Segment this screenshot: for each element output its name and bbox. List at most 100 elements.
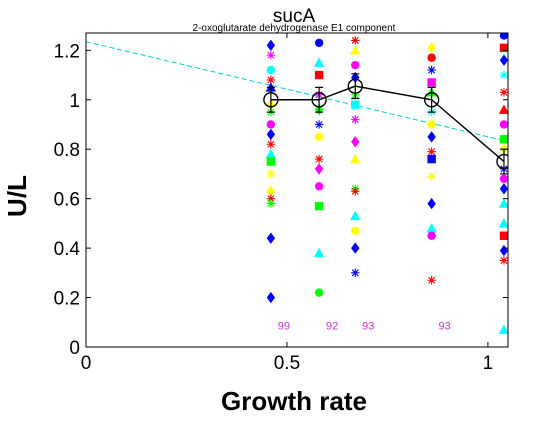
scatter-point-31 xyxy=(351,36,360,45)
scatter-point-59 xyxy=(427,231,436,240)
scatter-point-37 xyxy=(351,115,360,124)
scatter-point-77 xyxy=(499,256,508,265)
mean-error-bar-4 xyxy=(499,148,508,175)
scatter-point-18 xyxy=(314,38,324,48)
y-tick-label-1: 0.2 xyxy=(54,289,80,310)
count-label-0: 99 xyxy=(278,321,290,333)
scatter-point-72 xyxy=(499,183,508,195)
mean-point-0 xyxy=(263,92,279,108)
scatter-point-66 xyxy=(498,104,508,114)
scatter-point-41 xyxy=(351,187,360,196)
scatter-point-44 xyxy=(351,242,360,254)
x-tick-label-1: 0.5 xyxy=(274,353,300,374)
scatter-point-76 xyxy=(499,244,508,257)
scatter-point-3 xyxy=(266,75,276,85)
fit-line xyxy=(86,41,505,142)
y-tick-label-3: 0.6 xyxy=(54,190,80,211)
scatter-point-14 xyxy=(266,194,276,203)
mean-line xyxy=(270,85,505,163)
scatter-point-55 xyxy=(427,154,436,164)
scatter-point-65 xyxy=(499,88,508,97)
count-label-4: 68 xyxy=(511,321,523,333)
scatter-point-57 xyxy=(427,197,436,210)
scatter-point-45 xyxy=(351,268,360,278)
mean-point-1 xyxy=(311,92,327,108)
scatter-point-48 xyxy=(427,65,436,75)
mean-error-bar-3 xyxy=(427,86,436,113)
mean-point-4 xyxy=(496,153,508,170)
scatter-point-54 xyxy=(427,147,436,156)
scatter-point-7 xyxy=(266,120,276,129)
count-label-1: 92 xyxy=(326,321,338,333)
scatter-point-30 xyxy=(314,288,324,297)
scatter-point-42 xyxy=(350,210,361,221)
scatter-point-33 xyxy=(351,60,360,70)
scatter-point-0 xyxy=(266,39,276,52)
scatter-point-47 xyxy=(427,53,436,62)
scatter-point-11 xyxy=(266,157,276,166)
scatter-point-25 xyxy=(314,154,324,164)
plot-frame xyxy=(85,32,509,348)
scatter-point-32 xyxy=(350,45,361,55)
scatter-point-63 xyxy=(499,54,508,66)
scatter-point-20 xyxy=(314,70,324,80)
scatter-point-64 xyxy=(499,70,508,80)
mean-error-bar-1 xyxy=(315,86,324,113)
scatter-point-67 xyxy=(499,120,508,129)
y-tick-label-4: 0.8 xyxy=(54,140,80,161)
count-label-3: 93 xyxy=(439,321,451,333)
scatter-point-78 xyxy=(498,324,508,334)
scatter-point-38 xyxy=(351,136,360,148)
scatter-point-19 xyxy=(313,57,325,67)
plot-layer: 99 92 93 93 68 xyxy=(86,33,523,334)
scatter-point-13 xyxy=(266,185,276,197)
scatter-point-8 xyxy=(266,128,276,141)
scatter-point-53 xyxy=(427,131,436,143)
y-tick-label-6: 1.2 xyxy=(54,41,80,62)
count-label-2: 93 xyxy=(362,321,374,333)
x-tick-label-2: 1 xyxy=(483,353,494,374)
scatter-point-15 xyxy=(266,199,276,208)
scatter-point-49 xyxy=(427,78,436,87)
scatter-point-71 xyxy=(499,174,508,184)
axes-layer: 0 0.5 1 0 0.2 0.4 0.6 0.8 1 1.2 xyxy=(54,32,509,374)
scatter-point-2 xyxy=(266,65,276,75)
scatter-point-17 xyxy=(266,291,276,304)
scatter-point-29 xyxy=(313,247,325,258)
scatter-point-75 xyxy=(499,231,508,240)
scatter-point-39 xyxy=(350,153,361,164)
scatter-point-36 xyxy=(351,100,360,109)
scatter-point-60 xyxy=(427,276,436,285)
scatter-point-26 xyxy=(314,163,324,175)
scatter-point-24 xyxy=(314,132,324,142)
scatter-point-9 xyxy=(266,140,276,149)
scatter-point-61 xyxy=(499,33,508,40)
scatter-point-23 xyxy=(314,120,324,129)
y-tick-label-0: 0 xyxy=(69,338,80,359)
x-axis-label: Growth rate xyxy=(221,386,367,416)
mean-point-2 xyxy=(347,78,363,94)
y-tick-label-2: 0.4 xyxy=(54,239,81,260)
y-tick-label-5: 1 xyxy=(69,91,80,112)
scatter-point-1 xyxy=(266,51,276,60)
scatter-point-74 xyxy=(498,218,508,228)
chart-subtitle: 2-oxoglutarate dehydrogenase E1 componen… xyxy=(193,23,396,34)
scatter-point-52 xyxy=(427,120,436,129)
scatter-point-62 xyxy=(499,43,508,53)
scatter-point-16 xyxy=(266,232,276,244)
scatter-point-43 xyxy=(351,226,360,235)
mean-error-bar-2 xyxy=(351,73,360,100)
x-tick-label-0: 0 xyxy=(81,353,92,374)
mean-error-bar-0 xyxy=(266,86,275,113)
scatter-point-56 xyxy=(427,172,436,181)
chart-title: sucA xyxy=(273,6,316,27)
scatter-point-28 xyxy=(314,201,324,211)
scatter-point-73 xyxy=(498,198,508,208)
mean-point-3 xyxy=(423,92,440,108)
y-axis-label: U/L xyxy=(2,175,32,217)
scatter-point-27 xyxy=(314,182,324,191)
scatter-point-12 xyxy=(266,169,276,179)
scatter-point-46 xyxy=(427,42,436,54)
scatter-point-10 xyxy=(265,148,277,159)
